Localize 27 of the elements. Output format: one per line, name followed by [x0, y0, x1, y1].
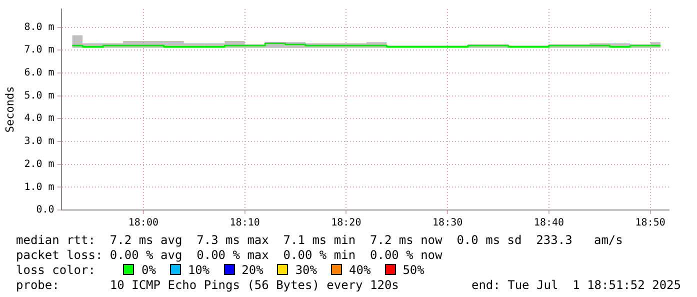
y-tick-label: 3.0 m — [24, 136, 54, 148]
x-tick-label: 18:50 — [635, 218, 666, 229]
text: probe: 10 ICMP Echo Pings (56 Bytes) every 120s — [16, 278, 399, 292]
x-tick-label: 18:20 — [331, 218, 362, 229]
text: 0% — [141, 262, 156, 276]
x-tick-label: 18:10 — [230, 218, 260, 229]
y-tick-label: 8.0 m — [24, 22, 54, 33]
y-tick-label: 7.0 m — [24, 44, 54, 56]
text: 30% — [295, 262, 317, 276]
y-tick-label: 6.0 m — [24, 68, 54, 79]
y-tick-label: 2.0 m — [24, 158, 54, 170]
text: 50% — [402, 262, 424, 276]
text: 10% — [188, 262, 210, 276]
text: end: Tue Jul 1 18:51:52 2025 — [471, 278, 681, 292]
y-tick-label: 4.0 m — [24, 113, 54, 124]
text: median rtt: 7.2 ms avg 7.3 ms max 7.1 ms min 7.2 ms now 0.0 ms sd 233.3 am/s — [16, 232, 624, 247]
y-tick-label: 1.0 m — [24, 182, 54, 193]
y-tick-label: 5.0 m — [24, 90, 54, 102]
x-tick-label: 18:40 — [534, 218, 564, 229]
text: 20% — [242, 262, 264, 276]
y-axis-title: Seconds — [3, 86, 16, 133]
x-tick-label: 18:00 — [128, 218, 158, 229]
text: packet loss: 0.00 % avg 0.00 % max 0.00 % min 0.00 % now — [16, 247, 444, 262]
y-tick-label: 0.0 — [36, 204, 54, 216]
x-tick-label: 18:30 — [432, 218, 463, 229]
text: 40% — [349, 262, 371, 276]
text: loss color: — [16, 262, 96, 276]
